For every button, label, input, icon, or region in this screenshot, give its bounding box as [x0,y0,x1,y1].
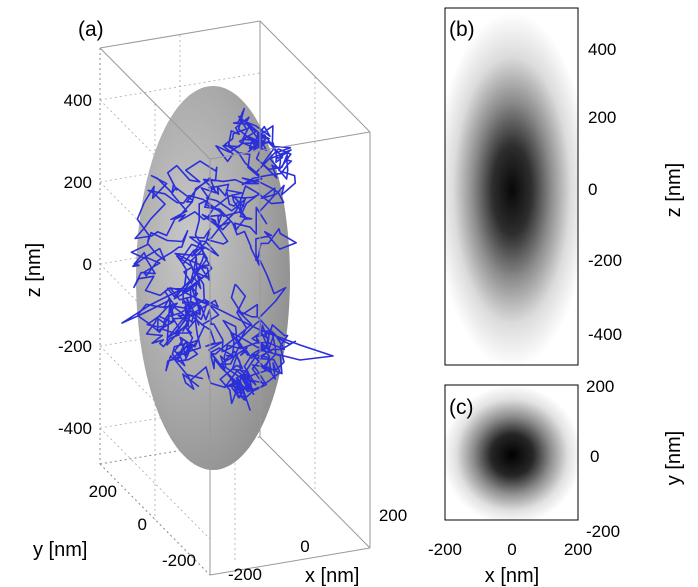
y-ticks: 200 0 -200 [89,482,196,570]
panel-c-x-ticks: -200 0 200 [428,540,592,559]
panel-b-frame [444,7,579,366]
random-walk-trajectory [121,107,334,411]
panel-c: (c) 200 0 -200 y [nm] -200 0 200 x [nm] [428,377,685,587]
z-tick: -200 [588,251,622,270]
panel-a: (a) 400 200 0 -200 -400 z [nm] 200 0 -20… [23,18,407,587]
panel-b-z-axis-label: z [nm] [663,163,685,217]
z-tick: -400 [58,419,92,438]
y-tick: 0 [138,515,147,534]
panel-b-label: (b) [449,18,475,41]
z-tick: 0 [83,255,92,274]
z-axis-label: z [nm] [23,243,45,297]
y-tick: 0 [590,447,599,466]
xz-density [445,12,578,365]
panel-b: (b) 400 200 0 -200 -400 z [nm] [444,7,685,366]
x-axis-label: x [nm] [305,565,359,587]
panel-a-label: (a) [78,18,104,41]
x-tick: -200 [228,565,262,584]
x-tick: -200 [428,540,462,559]
z-tick: 200 [64,173,92,192]
panel-c-label: (c) [449,396,474,419]
z-tick: -400 [588,325,622,344]
x-ticks: -200 0 200 [228,506,407,584]
z-tick: 400 [588,40,616,59]
z-tick: 0 [588,180,597,199]
y-tick: 200 [89,482,117,501]
x-tick: 0 [507,540,516,559]
y-tick: -200 [162,551,196,570]
z-ticks: 400 200 0 -200 -400 [58,91,92,438]
ellipsoid [136,86,290,470]
y-axis-label: y [nm] [33,539,87,561]
z-tick: 400 [64,91,92,110]
panel-c-y-ticks: 200 0 -200 [586,377,620,541]
box-front-edges [99,20,371,576]
y-tick: -200 [586,522,620,541]
z-tick: -200 [58,337,92,356]
panel-c-frame [444,384,579,521]
x-tick: 200 [379,506,407,525]
x-tick: 200 [564,540,592,559]
panel-b-z-ticks: 400 200 0 -200 -400 [588,40,622,344]
xy-density [445,385,578,520]
panel-c-x-axis-label: x [nm] [485,565,539,587]
x-tick: 0 [300,537,309,556]
panel-c-y-axis-label: y [nm] [663,431,685,485]
y-tick: 200 [586,377,614,396]
z-tick: 200 [588,108,616,127]
